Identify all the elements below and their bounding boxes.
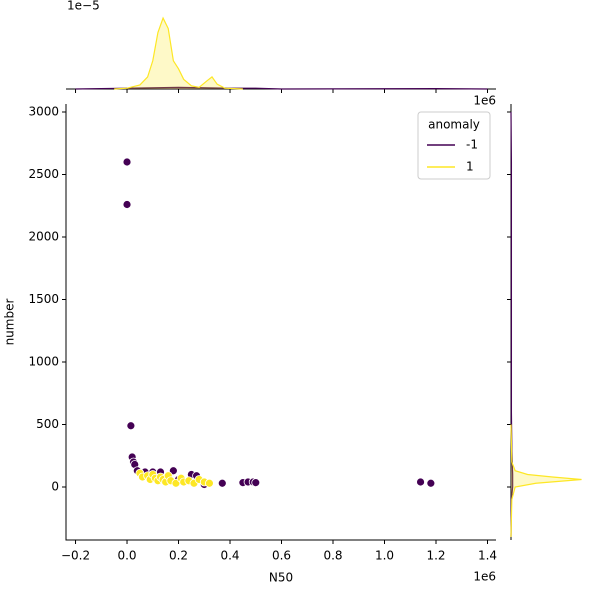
point — [126, 421, 136, 431]
marginal-x-area — [114, 18, 243, 89]
legend-label: -1 — [466, 138, 478, 152]
marginal-x-curve — [75, 86, 488, 90]
marginal-x-curve — [114, 16, 243, 90]
legend-label: 1 — [466, 160, 474, 174]
x-tick-label: 0.4 — [220, 549, 239, 563]
y-tick-label: 500 — [36, 417, 59, 431]
x-tick-label: 1.2 — [426, 549, 445, 563]
y-tick-label: 2500 — [28, 167, 59, 181]
y-tick-label: 1000 — [28, 355, 59, 369]
marginal-y-area — [511, 424, 582, 537]
x-offset: 1e6 — [473, 570, 496, 584]
point — [217, 478, 227, 488]
point — [122, 200, 132, 209]
x-offset-top: 1e6 — [473, 94, 496, 108]
y-tick-label: 0 — [51, 480, 59, 494]
x-tick-label: 0.6 — [272, 549, 291, 563]
marginal-y-curve — [510, 424, 582, 538]
point — [416, 477, 425, 487]
y-axis-label: number — [3, 299, 17, 346]
x-tick-label: 1.0 — [375, 549, 394, 563]
x-tick-label: 0.2 — [169, 549, 188, 563]
x-tick-label: 0.8 — [323, 549, 342, 563]
point — [122, 157, 132, 167]
x-axis-label: N50 — [269, 571, 293, 585]
point — [251, 478, 261, 488]
legend-title: anomaly — [428, 118, 480, 132]
marginal-offset: 1e−5 — [67, 0, 100, 13]
y-tick-label: 1500 — [28, 292, 59, 306]
x-tick-label: 0.0 — [117, 549, 136, 563]
x-tick-label: −0.2 — [61, 549, 90, 563]
y-tick-label: 2000 — [28, 230, 59, 244]
y-tick-label: 3000 — [28, 105, 59, 119]
point — [426, 478, 436, 488]
x-tick-label: 1.4 — [478, 549, 497, 563]
axis-frame — [65, 104, 496, 541]
point — [205, 478, 214, 488]
